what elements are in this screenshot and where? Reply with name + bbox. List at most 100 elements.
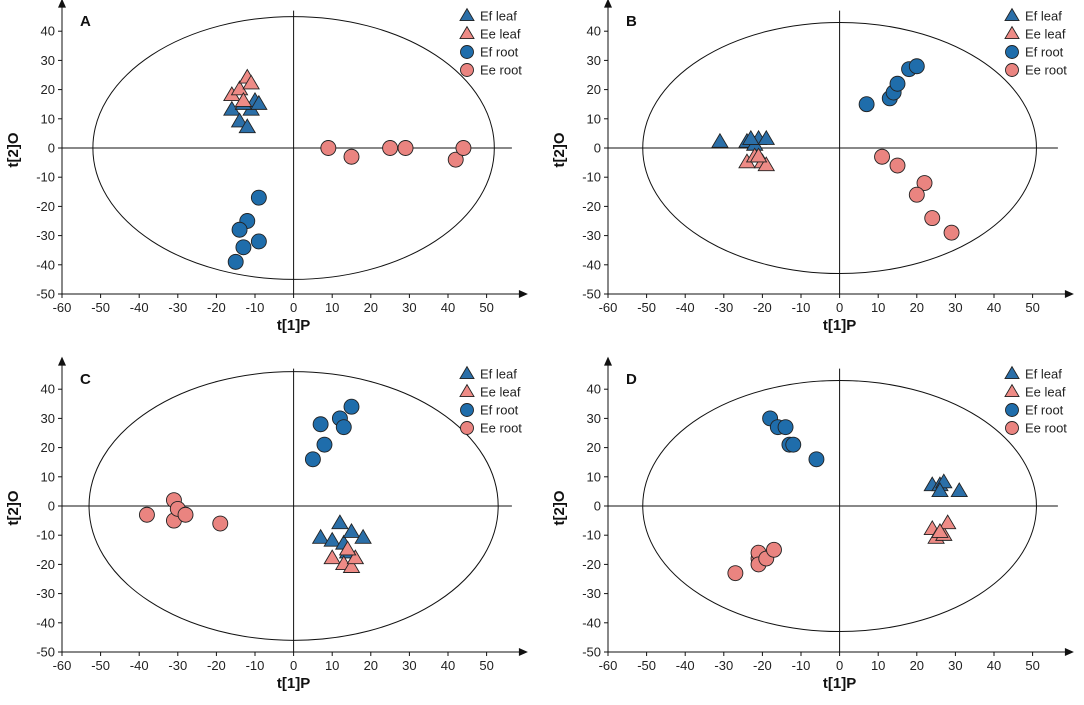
circle-point (808, 451, 825, 468)
series-ee-leaf (223, 68, 260, 107)
circle-point (447, 151, 464, 168)
circle-point (727, 565, 744, 582)
x-tick-label: 40 (441, 300, 455, 315)
y-tick-label: 0 (594, 499, 601, 514)
circle-point (455, 140, 472, 156)
legend-circle-icon (1005, 403, 1019, 417)
series-ef-root (858, 58, 925, 113)
x-tick-label: -60 (53, 658, 72, 673)
triangle-point (331, 514, 349, 530)
y-tick-label: -20 (36, 557, 55, 572)
y-tick-label: 0 (48, 141, 55, 156)
triangle-point (234, 91, 253, 107)
legend-label: Ee leaf (480, 385, 521, 400)
x-tick-label: -10 (246, 658, 265, 673)
chart-panel-c: -60 -50 -40 -30 -20 -10 0 10 20 30 40 50-50-40-30-2… (5, 356, 528, 692)
circle-point (889, 75, 906, 92)
x-tick-label: 0 (290, 300, 297, 315)
y-tick-label: 20 (41, 440, 55, 455)
y-tick-label: 40 (41, 24, 55, 39)
legend: Ef leaf Ee leaf Ef root Ee root (459, 7, 522, 78)
x-tick-label: -30 (714, 300, 733, 315)
x-tick-label: 10 (871, 300, 885, 315)
series-ee-root (320, 140, 472, 168)
x-tick-label: -30 (168, 300, 187, 315)
y-tick-label: -50 (582, 645, 601, 660)
y-axis-arrow (58, 0, 66, 8)
legend-label: Ef leaf (480, 367, 517, 382)
triangle-point (950, 482, 969, 498)
circle-point (250, 189, 267, 206)
triangle-point (757, 129, 776, 145)
legend-circle-icon (460, 45, 474, 59)
x-tick-label: -20 (753, 300, 772, 315)
y-tick-label: 40 (41, 382, 55, 397)
x-tick-label: 30 (402, 658, 416, 673)
y-tick-label: -30 (582, 586, 601, 601)
legend-circle-icon (460, 403, 474, 417)
triangle-point (938, 514, 957, 530)
panel-label: C (80, 371, 91, 388)
y-tick-label: 30 (587, 411, 601, 426)
legend-circle-icon (460, 63, 474, 77)
circle-point (312, 416, 329, 433)
triangle-point (742, 129, 760, 145)
x-tick-label: 30 (948, 658, 962, 673)
y-axis-title: t[2]O (551, 132, 568, 167)
series-ee-leaf (923, 514, 957, 544)
legend-label: Ee root (1025, 63, 1067, 78)
x-tick-label: -40 (130, 658, 149, 673)
legend-triangle-icon (1004, 7, 1020, 21)
circle-point (227, 253, 244, 270)
y-tick-label: 30 (41, 411, 55, 426)
x-tick-label: 20 (364, 300, 378, 315)
chart-panel-a: -60 -50 -40 -30 -20 -10 0 10 20 30 40 50-50-40-30-2… (5, 0, 528, 334)
x-tick-label: 30 (402, 300, 416, 315)
x-tick-label: -50 (91, 658, 110, 673)
x-axis-arrow (518, 648, 528, 656)
x-tick-label: 20 (910, 658, 924, 673)
y-tick-label: 10 (41, 469, 55, 484)
circle-point (943, 224, 960, 241)
series-ef-root (304, 398, 360, 468)
legend: Ef leaf Ee leaf Ef root Ee root (1004, 365, 1067, 436)
y-tick-label: 10 (41, 111, 55, 126)
legend-label: Ee root (1025, 421, 1067, 436)
x-tick-label: 40 (441, 658, 455, 673)
legend-label: Ee leaf (1025, 27, 1066, 42)
x-tick-label: -50 (637, 658, 656, 673)
panel-label: B (626, 13, 637, 30)
circle-point (138, 506, 155, 523)
triangle-point (230, 112, 249, 128)
triangle-point (323, 531, 341, 547)
legend-label: Ef leaf (480, 9, 517, 24)
x-tick-label: 20 (910, 300, 924, 315)
y-tick-label: 40 (587, 24, 601, 39)
series-ef-leaf (923, 473, 969, 498)
x-tick-label: -40 (676, 300, 695, 315)
triangle-point (342, 558, 361, 573)
legend-label: Ef root (1025, 45, 1064, 60)
legend: Ef leaf Ee leaf Ef root Ee root (1004, 7, 1067, 78)
legend-triangle-icon (459, 25, 475, 39)
x-tick-label: -30 (168, 658, 187, 673)
circle-point (924, 210, 941, 227)
y-tick-label: -40 (582, 615, 601, 630)
triangle-point (311, 528, 330, 544)
y-tick-label: 40 (587, 382, 601, 397)
legend-label: Ee leaf (1025, 385, 1066, 400)
series-ee-root (138, 492, 229, 532)
y-tick-label: -10 (582, 528, 601, 543)
x-axis-arrow (1064, 290, 1074, 298)
y-tick-label: 30 (41, 53, 55, 68)
circle-point (343, 148, 360, 165)
x-tick-label: 50 (479, 300, 493, 315)
triangle-point (931, 482, 949, 498)
y-tick-label: 10 (587, 469, 601, 484)
circle-point (766, 541, 782, 558)
series-ee-leaf (323, 540, 365, 573)
circle-point (250, 233, 267, 250)
x-tick-label: -50 (637, 300, 656, 315)
x-tick-label: -40 (676, 658, 695, 673)
